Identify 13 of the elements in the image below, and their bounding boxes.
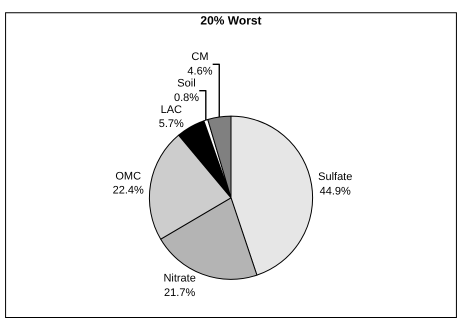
slice-label: Soil [177, 77, 196, 90]
slice-label: CM [191, 51, 208, 64]
data-label: 22.4% [112, 184, 144, 197]
chart-title: 20% Worst [200, 14, 262, 28]
data-label: 0.8% [174, 92, 200, 104]
slice-label: OMC [115, 170, 142, 182]
data-label: 21.7% [164, 286, 196, 299]
data-label: 44.9% [320, 185, 352, 198]
slice-label: Sulfate [318, 171, 352, 184]
slice-label: Nitrate [163, 272, 196, 285]
data-label: 5.7% [158, 118, 184, 130]
slice-label: LAC [160, 104, 182, 116]
data-label: 4.6% [187, 65, 213, 78]
